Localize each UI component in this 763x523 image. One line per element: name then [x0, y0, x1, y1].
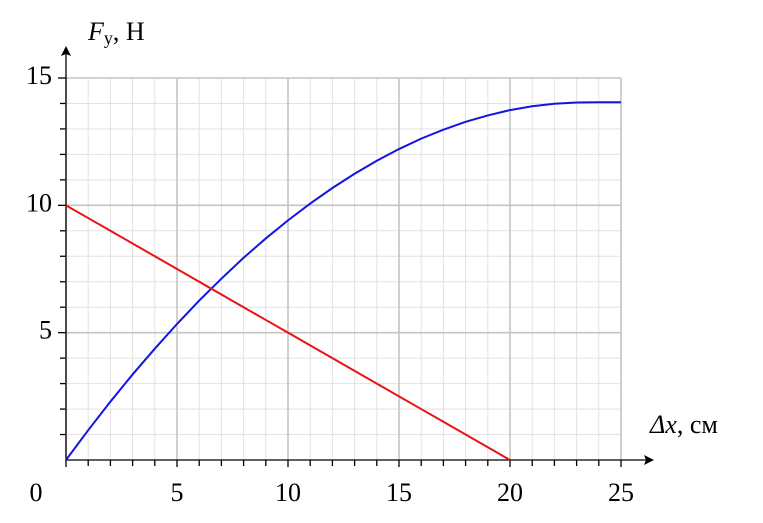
x-tick-label: 15	[386, 478, 412, 507]
x-tick-label: 0	[30, 478, 43, 507]
y-tick-label: 5	[39, 316, 52, 345]
y-tick-label: 15	[26, 61, 52, 90]
y-axis-label: Fу, Н	[87, 17, 145, 48]
y-label-subscript: у	[104, 28, 113, 48]
x-axis-arrow	[644, 455, 654, 465]
x-tick-label: 10	[275, 478, 301, 507]
y-label-symbol: F	[87, 17, 105, 46]
x-tick-label: 20	[497, 478, 523, 507]
x-tick-label: 25	[608, 478, 634, 507]
x-axis-label: Δx, см	[649, 410, 718, 439]
x-label-unit: , см	[677, 410, 718, 439]
x-tick-label: 5	[171, 478, 184, 507]
series-line	[65, 101, 621, 461]
series-line	[65, 204, 511, 461]
x-label-symbol: Δx	[649, 410, 677, 439]
y-label-unit: , Н	[113, 17, 145, 46]
y-tick-label: 10	[26, 188, 52, 217]
y-axis-arrow	[61, 46, 71, 56]
